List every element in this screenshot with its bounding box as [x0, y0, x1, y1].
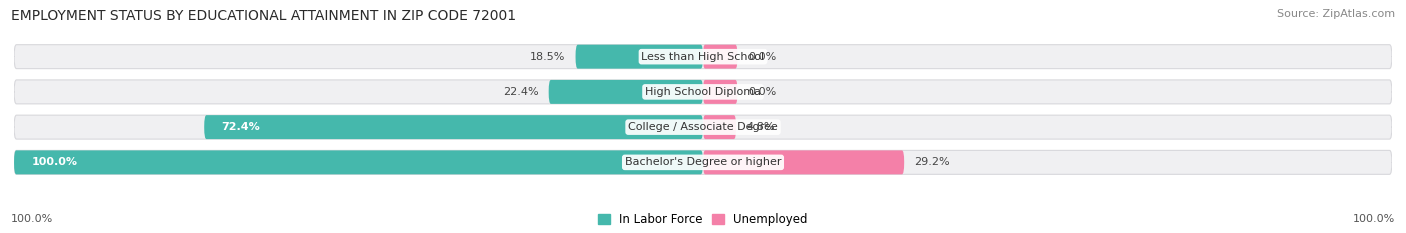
FancyBboxPatch shape	[703, 45, 738, 69]
Text: 29.2%: 29.2%	[914, 157, 950, 167]
FancyBboxPatch shape	[14, 150, 1392, 174]
Text: Less than High School: Less than High School	[641, 52, 765, 62]
FancyBboxPatch shape	[14, 80, 1392, 104]
Text: 4.8%: 4.8%	[747, 122, 775, 132]
Text: EMPLOYMENT STATUS BY EDUCATIONAL ATTAINMENT IN ZIP CODE 72001: EMPLOYMENT STATUS BY EDUCATIONAL ATTAINM…	[11, 9, 516, 23]
Text: Bachelor's Degree or higher: Bachelor's Degree or higher	[624, 157, 782, 167]
Text: High School Diploma: High School Diploma	[645, 87, 761, 97]
FancyBboxPatch shape	[14, 150, 703, 174]
FancyBboxPatch shape	[14, 45, 1392, 69]
Text: 18.5%: 18.5%	[530, 52, 565, 62]
FancyBboxPatch shape	[703, 115, 737, 139]
FancyBboxPatch shape	[204, 115, 703, 139]
Text: 22.4%: 22.4%	[503, 87, 538, 97]
Text: 100.0%: 100.0%	[11, 214, 53, 224]
FancyBboxPatch shape	[14, 115, 1392, 139]
Text: College / Associate Degree: College / Associate Degree	[628, 122, 778, 132]
Text: 100.0%: 100.0%	[31, 157, 77, 167]
Text: Source: ZipAtlas.com: Source: ZipAtlas.com	[1277, 9, 1395, 19]
FancyBboxPatch shape	[548, 80, 703, 104]
Text: 100.0%: 100.0%	[1353, 214, 1395, 224]
FancyBboxPatch shape	[703, 80, 738, 104]
FancyBboxPatch shape	[575, 45, 703, 69]
FancyBboxPatch shape	[703, 150, 904, 174]
Text: 0.0%: 0.0%	[748, 52, 776, 62]
Text: 72.4%: 72.4%	[221, 122, 260, 132]
Legend: In Labor Force, Unemployed: In Labor Force, Unemployed	[593, 208, 813, 231]
Text: 0.0%: 0.0%	[748, 87, 776, 97]
